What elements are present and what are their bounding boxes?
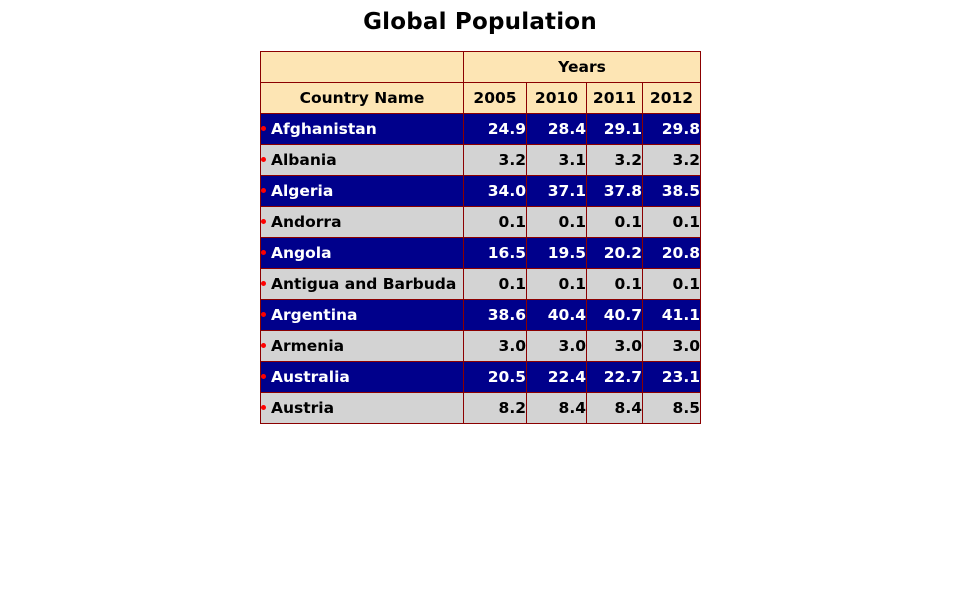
country-name-label: Afghanistan xyxy=(271,120,377,138)
country-name-label: Armenia xyxy=(271,337,345,355)
bullet-icon xyxy=(261,157,266,162)
table-row: Austria 8.2 8.4 8.4 8.5 xyxy=(260,392,701,424)
table-row: Australia 20.5 22.4 22.7 23.1 xyxy=(260,361,701,393)
value-cell-2012: 38.5 xyxy=(642,175,701,207)
value-cell-2005: 24.9 xyxy=(463,113,527,145)
value-cell-2005: 3.0 xyxy=(463,330,527,362)
table-row: Argentina 38.6 40.4 40.7 41.1 xyxy=(260,299,701,331)
column-header-country-name: Country Name xyxy=(260,82,464,114)
value-cell-2012: 3.0 xyxy=(642,330,701,362)
value-cell-2011: 22.7 xyxy=(586,361,643,393)
bullet-icon xyxy=(261,405,266,410)
value-cell-2011: 20.2 xyxy=(586,237,643,269)
value-cell-2005: 8.2 xyxy=(463,392,527,424)
value-cell-2010: 28.4 xyxy=(526,113,587,145)
bullet-icon xyxy=(261,126,266,131)
country-name-cell: Antigua and Barbuda xyxy=(260,268,464,300)
value-cell-2005: 38.6 xyxy=(463,299,527,331)
column-header-2012: 2012 xyxy=(642,82,701,114)
value-cell-2011: 0.1 xyxy=(586,206,643,238)
value-cell-2011: 29.1 xyxy=(586,113,643,145)
value-cell-2005: 16.5 xyxy=(463,237,527,269)
value-cell-2012: 0.1 xyxy=(642,268,701,300)
value-cell-2010: 22.4 xyxy=(526,361,587,393)
table-row: Armenia 3.0 3.0 3.0 3.0 xyxy=(260,330,701,362)
population-table: Years Country Name 2005 2010 2011 2012 A… xyxy=(260,51,701,424)
value-cell-2005: 0.1 xyxy=(463,206,527,238)
value-cell-2012: 20.8 xyxy=(642,237,701,269)
bullet-icon xyxy=(261,250,266,255)
country-name-cell: Australia xyxy=(260,361,464,393)
value-cell-2005: 0.1 xyxy=(463,268,527,300)
value-cell-2012: 23.1 xyxy=(642,361,701,393)
bullet-icon xyxy=(261,219,266,224)
value-cell-2012: 3.2 xyxy=(642,144,701,176)
table-row: Albania 3.2 3.1 3.2 3.2 xyxy=(260,144,701,176)
value-cell-2011: 0.1 xyxy=(586,268,643,300)
country-name-cell: Armenia xyxy=(260,330,464,362)
value-cell-2011: 37.8 xyxy=(586,175,643,207)
column-header-2011: 2011 xyxy=(586,82,643,114)
column-header-row: Country Name 2005 2010 2011 2012 xyxy=(260,82,701,114)
page-title: Global Population xyxy=(363,9,597,35)
value-cell-2005: 34.0 xyxy=(463,175,527,207)
value-cell-2012: 0.1 xyxy=(642,206,701,238)
country-name-label: Austria xyxy=(271,399,335,417)
table-row: Angola 16.5 19.5 20.2 20.8 xyxy=(260,237,701,269)
value-cell-2011: 8.4 xyxy=(586,392,643,424)
country-name-cell: Algeria xyxy=(260,175,464,207)
column-header-2010: 2010 xyxy=(526,82,587,114)
value-cell-2005: 3.2 xyxy=(463,144,527,176)
country-name-cell: Andorra xyxy=(260,206,464,238)
value-cell-2011: 3.2 xyxy=(586,144,643,176)
country-name-cell: Austria xyxy=(260,392,464,424)
value-cell-2005: 20.5 xyxy=(463,361,527,393)
country-name-label: Argentina xyxy=(271,306,358,324)
country-name-cell: Albania xyxy=(260,144,464,176)
country-name-cell: Argentina xyxy=(260,299,464,331)
value-cell-2011: 3.0 xyxy=(586,330,643,362)
bullet-icon xyxy=(261,312,266,317)
years-group-header: Years xyxy=(463,51,701,83)
table-row: Andorra 0.1 0.1 0.1 0.1 xyxy=(260,206,701,238)
group-header-spacer xyxy=(260,51,464,83)
value-cell-2010: 0.1 xyxy=(526,206,587,238)
value-cell-2012: 29.8 xyxy=(642,113,701,145)
bullet-icon xyxy=(261,374,266,379)
table-row: Afghanistan 24.9 28.4 29.1 29.8 xyxy=(260,113,701,145)
country-name-cell: Angola xyxy=(260,237,464,269)
value-cell-2010: 19.5 xyxy=(526,237,587,269)
bullet-icon xyxy=(261,188,266,193)
table-row: Antigua and Barbuda 0.1 0.1 0.1 0.1 xyxy=(260,268,701,300)
group-header-row: Years xyxy=(260,51,701,83)
country-name-label: Australia xyxy=(271,368,350,386)
value-cell-2012: 8.5 xyxy=(642,392,701,424)
value-cell-2011: 40.7 xyxy=(586,299,643,331)
country-name-label: Angola xyxy=(271,244,332,262)
bullet-icon xyxy=(261,281,266,286)
column-header-2005: 2005 xyxy=(463,82,527,114)
value-cell-2010: 37.1 xyxy=(526,175,587,207)
value-cell-2010: 3.0 xyxy=(526,330,587,362)
value-cell-2010: 3.1 xyxy=(526,144,587,176)
value-cell-2010: 8.4 xyxy=(526,392,587,424)
country-name-label: Algeria xyxy=(271,182,334,200)
table-row: Algeria 34.0 37.1 37.8 38.5 xyxy=(260,175,701,207)
value-cell-2010: 40.4 xyxy=(526,299,587,331)
value-cell-2012: 41.1 xyxy=(642,299,701,331)
table-body: Afghanistan 24.9 28.4 29.1 29.8 Albania 3.2 3.1… xyxy=(260,113,701,424)
country-name-cell: Afghanistan xyxy=(260,113,464,145)
country-name-label: Andorra xyxy=(271,213,342,231)
value-cell-2010: 0.1 xyxy=(526,268,587,300)
country-name-label: Albania xyxy=(271,151,337,169)
country-name-label: Antigua and Barbuda xyxy=(271,275,457,293)
bullet-icon xyxy=(261,343,266,348)
